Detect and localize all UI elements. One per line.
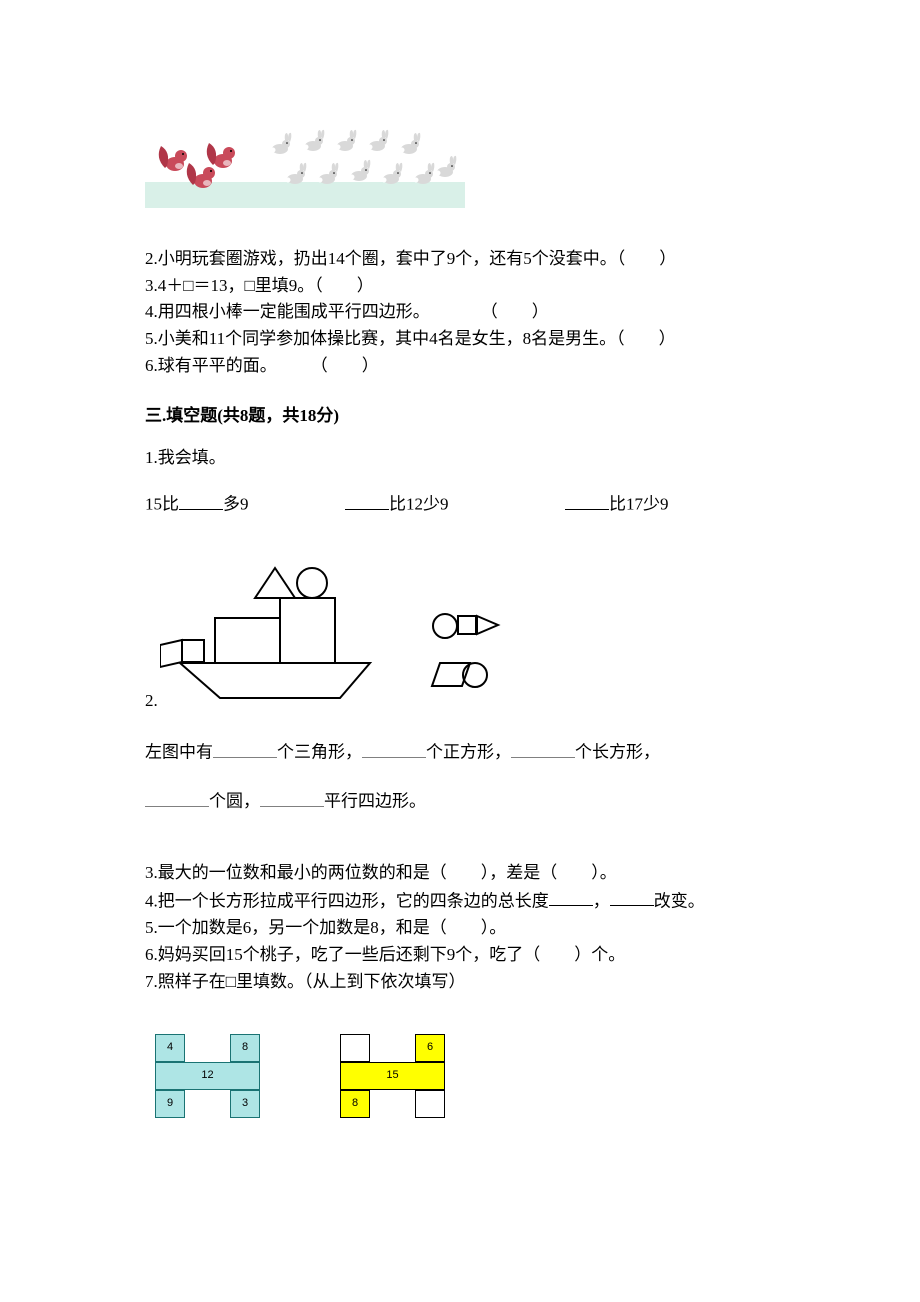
blank	[511, 739, 575, 758]
judge-q6: 6.球有平平的面。 （ ）	[145, 354, 790, 378]
h2-br	[415, 1090, 445, 1118]
fill1-a2: 多9	[223, 495, 249, 514]
legend-svg	[430, 608, 510, 703]
judge-q3: 3.4＋□＝13，□里填9。（ ）	[145, 274, 790, 298]
animals-illustration	[145, 120, 790, 217]
h1-mid: 12	[155, 1062, 260, 1090]
fill-q7: 7.照样子在□里填数。（从上到下依次填写）	[145, 970, 790, 994]
ship-diagram	[160, 563, 510, 703]
ship-svg	[160, 563, 390, 703]
h2-bl: 8	[340, 1090, 370, 1118]
fill1-c2: 比17少9	[609, 495, 669, 514]
blank	[610, 888, 654, 907]
blank	[213, 739, 277, 758]
blank	[565, 491, 609, 510]
judge-q5: 5.小美和11个同学参加体操比赛，其中4名是女生，8名是男生。（ ）	[145, 327, 790, 351]
fill-q1-row: 15比 多9 比12少9 比17少9	[145, 491, 790, 516]
shape-count-line1: 左图中有 个三角形， 个正方形， 个长方形，	[145, 739, 790, 764]
text: 4.把一个长方形拉成平行四边形，它的四条边的总长度	[145, 891, 549, 910]
fill-q3: 3.最大的一位数和最小的两位数的和是（ ），差是（ ）。	[145, 861, 790, 885]
text: 平行四边形。	[324, 792, 426, 811]
judge-q2: 2.小明玩套圈游戏，扔出14个圈，套中了9个，还有5个没套中。（ ）	[145, 247, 790, 271]
fill-q5: 5.一个加数是6，另一个加数是8，和是（ ）。	[145, 916, 790, 940]
text: 左图中有	[145, 743, 213, 762]
h1-tl: 4	[155, 1034, 185, 1062]
text: 个长方形，	[575, 743, 660, 762]
h1-bl: 9	[155, 1090, 185, 1118]
h-shape-2: 6 15 8	[330, 1034, 455, 1124]
fill1-b2: 比12少9	[389, 495, 449, 514]
judge-q4: 4.用四根小棒一定能围成平行四边形。 （ ）	[145, 300, 790, 324]
blank	[179, 491, 223, 510]
fill-q2: 2.	[145, 539, 790, 713]
h2-tl	[340, 1034, 370, 1062]
h-shape-1: 4 8 12 9 3	[145, 1034, 270, 1124]
h1-br: 3	[230, 1090, 260, 1118]
blank	[362, 739, 426, 758]
h-figures-row: 4 8 12 9 3 6 15 8	[145, 1034, 790, 1124]
blank	[145, 788, 209, 807]
fill1-a1: 15比	[145, 495, 179, 514]
animals-svg	[145, 120, 465, 210]
blank	[260, 788, 324, 807]
section-3-heading: 三.填空题(共8题，共18分)	[145, 404, 790, 428]
fill-q6: 6.妈妈买回15个桃子，吃了一些后还剩下9个，吃了（ ）个。	[145, 943, 790, 967]
h2-tr: 6	[415, 1034, 445, 1062]
blank	[549, 888, 593, 907]
blank	[345, 491, 389, 510]
fill-q1-intro: 1.我会填。	[145, 446, 790, 470]
h2-mid: 15	[340, 1062, 445, 1090]
h1-tr: 8	[230, 1034, 260, 1062]
fill-q4: 4.把一个长方形拉成平行四边形，它的四条边的总长度 ， 改变。	[145, 888, 790, 913]
text: ，	[593, 891, 610, 910]
text: 改变。	[654, 891, 705, 910]
text: 个三角形，	[277, 743, 362, 762]
shape-count-line2: 个圆， 平行四边形。	[145, 788, 790, 813]
text: 个正方形，	[426, 743, 511, 762]
text: 个圆，	[209, 792, 260, 811]
fill-q2-prefix: 2.	[145, 689, 158, 713]
